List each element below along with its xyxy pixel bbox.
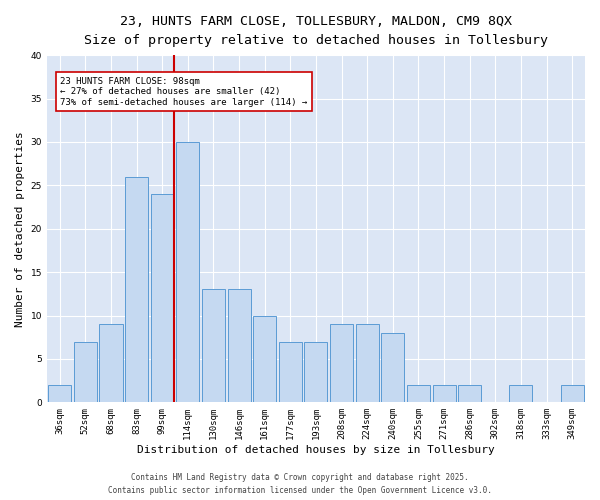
Bar <box>381 333 404 402</box>
Bar <box>356 324 379 402</box>
Text: 23 HUNTS FARM CLOSE: 98sqm
← 27% of detached houses are smaller (42)
73% of semi: 23 HUNTS FARM CLOSE: 98sqm ← 27% of deta… <box>60 77 307 106</box>
Bar <box>202 290 225 403</box>
Bar <box>100 324 122 402</box>
Bar <box>279 342 302 402</box>
Bar <box>330 324 353 402</box>
Bar <box>509 385 532 402</box>
Bar <box>433 385 455 402</box>
Bar <box>151 194 174 402</box>
Bar <box>304 342 328 402</box>
Bar <box>125 176 148 402</box>
Text: Contains HM Land Registry data © Crown copyright and database right 2025.
Contai: Contains HM Land Registry data © Crown c… <box>108 474 492 495</box>
Bar <box>253 316 276 402</box>
Bar <box>227 290 251 403</box>
Bar <box>458 385 481 402</box>
Bar <box>48 385 71 402</box>
Bar <box>560 385 584 402</box>
Title: 23, HUNTS FARM CLOSE, TOLLESBURY, MALDON, CM9 8QX
Size of property relative to d: 23, HUNTS FARM CLOSE, TOLLESBURY, MALDON… <box>84 15 548 47</box>
Bar <box>176 142 199 403</box>
Bar <box>407 385 430 402</box>
Y-axis label: Number of detached properties: Number of detached properties <box>15 131 25 326</box>
X-axis label: Distribution of detached houses by size in Tollesbury: Distribution of detached houses by size … <box>137 445 495 455</box>
Bar <box>74 342 97 402</box>
